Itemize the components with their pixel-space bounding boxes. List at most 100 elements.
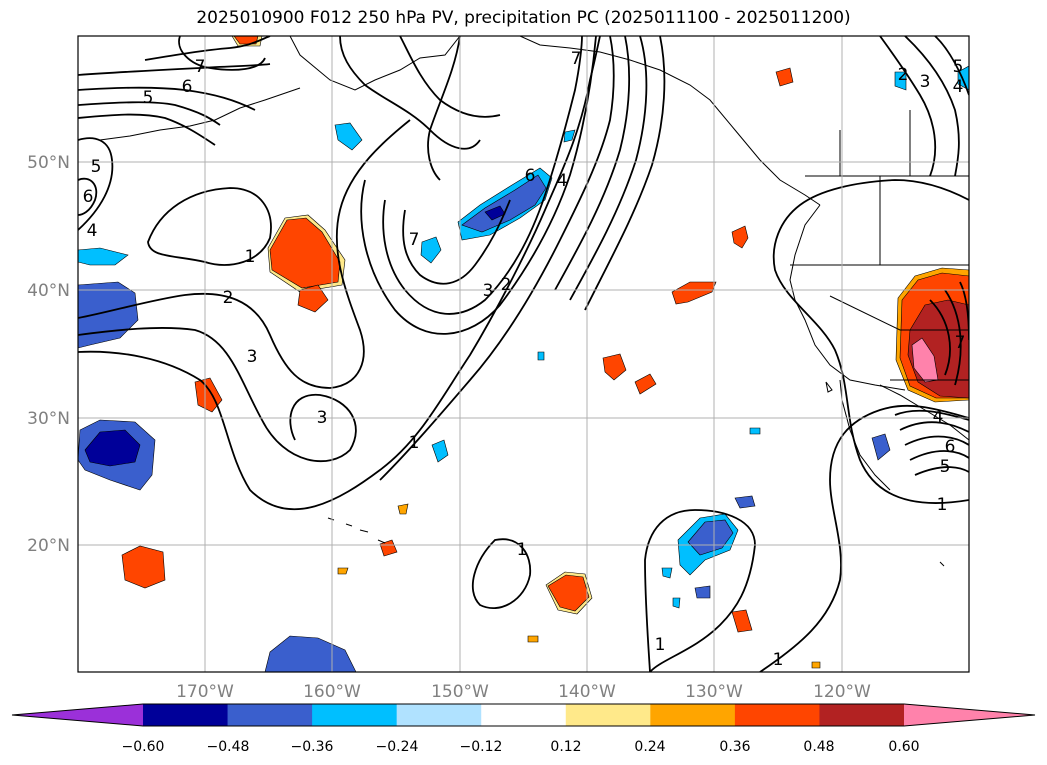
contour-label: 6 [182,77,193,97]
precip-area [420,236,442,264]
colorbar-tick-label: 0.24 [634,739,665,755]
contour-label: 3 [920,72,931,92]
contour-label: 5 [953,57,964,77]
contour-label: 5 [940,457,951,477]
island [825,381,833,393]
colorbar-segment [227,704,313,726]
lon-label: 140°W [558,682,616,702]
contour-label: 7 [409,230,420,250]
precip-area [461,174,547,233]
contour-label: 7 [195,57,206,77]
contour-line [147,187,272,266]
lat-label: 20°N [27,536,70,556]
contour-label: 1 [517,540,528,560]
precip-area [871,433,891,461]
colorbar-ticks: −0.60 −0.48 −0.36 −0.24 −0.12 0.12 0.24 … [122,739,920,755]
island [327,517,386,544]
colorbar-segment [565,704,651,726]
coastline [519,36,821,206]
precip-area [233,36,259,45]
contour-line [339,36,481,150]
contour-label: 6 [525,166,536,186]
colorbar-segments [11,703,1036,727]
lon-label: 160°W [303,682,361,702]
contour-label: 1 [655,635,666,655]
contour-label: 7 [571,49,582,69]
precip-area [78,247,129,266]
precip-area [811,661,821,669]
precip-area [84,429,141,467]
contour-label: 1 [409,433,420,453]
contour-line [402,199,511,285]
precip-area [431,439,449,463]
contour-label: 7 [955,333,966,353]
colorbar-segment [650,704,736,726]
precip-area [894,71,907,91]
contour-label-group: 7 6 5 5 6 4 1 2 3 3 7 6 4 3 2 7 1 1 1 1 … [83,49,966,670]
precip-area [537,351,545,361]
island [939,561,945,567]
contour-line [569,36,648,301]
colorbar-outline [11,703,1036,727]
colorbar-segment [312,704,398,726]
colorbar-tick-label: −0.12 [460,739,503,755]
lon-label: 130°W [685,682,743,702]
coastline [99,87,301,141]
contour-line [78,119,411,389]
precip-area [563,129,576,143]
colorbar-tick-label: 0.12 [550,739,581,755]
lat-label: 30°N [27,409,70,429]
precip-area [397,503,409,515]
lon-label: 120°W [813,682,871,702]
colorbar: −0.60 −0.48 −0.36 −0.24 −0.12 0.12 0.24 … [11,703,1036,755]
colorbar-extend-high [904,704,1035,726]
contour-line [178,36,266,71]
contour-line [471,538,532,610]
contour-line [360,36,597,335]
coastline [789,204,906,391]
precip-area [121,545,166,589]
contour-label: 6 [83,187,94,207]
longitude-labels: 170°W 160°W 150°W 140°W 130°W 120°W [176,682,871,702]
contour-label: 5 [143,88,154,108]
precip-area [269,217,341,289]
contour-line [554,36,631,291]
contour-line [584,36,666,311]
contour-line [78,137,114,231]
precip-area [775,67,794,87]
precip-area [379,539,398,557]
contour-line [894,409,969,476]
precip-area [749,427,761,435]
contour-line [382,36,583,315]
precip-positive-areas [121,36,969,669]
coastline [879,384,969,441]
contour-line [379,36,615,481]
coastline [289,36,461,91]
precip-area [734,495,756,509]
contour-label: 2 [501,275,512,295]
colorbar-tick-label: −0.60 [122,739,165,755]
lon-label: 150°W [431,682,489,702]
colorbar-tick-label: 0.36 [719,739,750,755]
contour-line [78,101,221,126]
precip-area [297,284,329,313]
contour-label: 4 [87,221,98,241]
contour-label: 1 [937,495,948,515]
precip-area [527,635,539,643]
contour-line [78,36,601,510]
colorbar-segment [143,704,229,726]
colorbar-tick-label: −0.36 [291,739,334,755]
contour-label: 6 [945,437,956,457]
colorbar-segment [819,704,905,726]
colorbar-extend-low [12,704,143,726]
precip-area [78,281,139,349]
colorbar-tick-label: 0.60 [888,739,919,755]
lon-label: 170°W [176,682,234,702]
precip-negative-areas [78,65,969,672]
map-frame [77,35,970,673]
precip-area [694,585,711,599]
contour-label: 1 [245,247,256,267]
precip-area [661,567,673,579]
contour-line [78,327,357,463]
